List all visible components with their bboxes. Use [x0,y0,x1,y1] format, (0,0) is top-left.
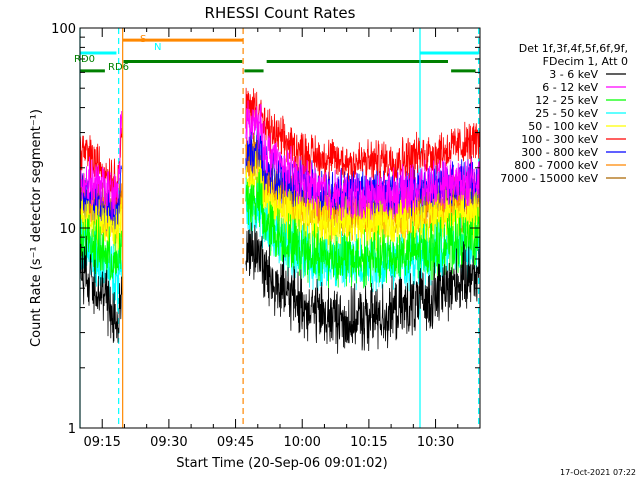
series-lines [79,87,481,354]
legend-label-3: 25 - 50 keV [535,107,598,120]
y-axis-label: Count Rate (s⁻¹ detector segment⁻¹) [29,109,44,347]
legend-header-line-2: FDecim 1, Att 0 [543,55,628,68]
y-tick-label-1: 10 [59,222,76,237]
n-label: N [154,42,161,53]
series-line-5 [79,87,481,205]
flag-bars [80,38,479,73]
legend-label-2: 12 - 25 keV [535,94,598,107]
legend-label-1: 6 - 12 keV [542,81,598,94]
x-tick-label-0: 09:15 [83,435,120,450]
legend-label-7: 800 - 7000 keV [514,159,598,172]
series-line-0 [79,222,481,354]
legend-label-4: 50 - 100 keV [528,120,598,133]
legend-label-5: 100 - 300 keV [521,133,598,146]
legend-label-8: 7000 - 15000 keV [500,172,598,185]
s-label: S [140,34,146,45]
y-tick-label-2: 100 [51,22,76,37]
series-line-2 [79,169,481,289]
series-line-1 [79,100,481,221]
x-tick-label-1: 09:30 [150,435,187,450]
chart-title: RHESSI Count Rates [205,4,356,22]
x-tick-label-3: 10:00 [283,435,320,450]
x-tick-label-4: 10:15 [350,435,387,450]
legend-header-line-1: Det 1f,3f,4f,5f,6f,9f, [519,42,628,55]
x-tick-label-5: 10:30 [417,435,454,450]
legend-label-0: 3 - 6 keV [549,68,598,81]
x-axis-label: Start Time (20-Sep-06 09:01:02) [176,456,387,471]
rd6-label: RD6 [108,62,129,73]
y-tick-label-0: 1 [68,422,76,437]
rd0-label: RD0 [74,54,95,65]
footer-timestamp: 17-Oct-2021 07:22 [560,468,636,477]
axis-ticks: 09:15 09:30 09:45 10:00 10:15 10:30 1 10 100 [51,22,481,450]
legend-label-6: 300 - 800 keV [521,146,598,159]
legend: Det 1f,3f,4f,5f,6f,9f, FDecim 1, Att 0 3… [500,42,628,185]
x-tick-label-2: 09:45 [217,435,254,450]
